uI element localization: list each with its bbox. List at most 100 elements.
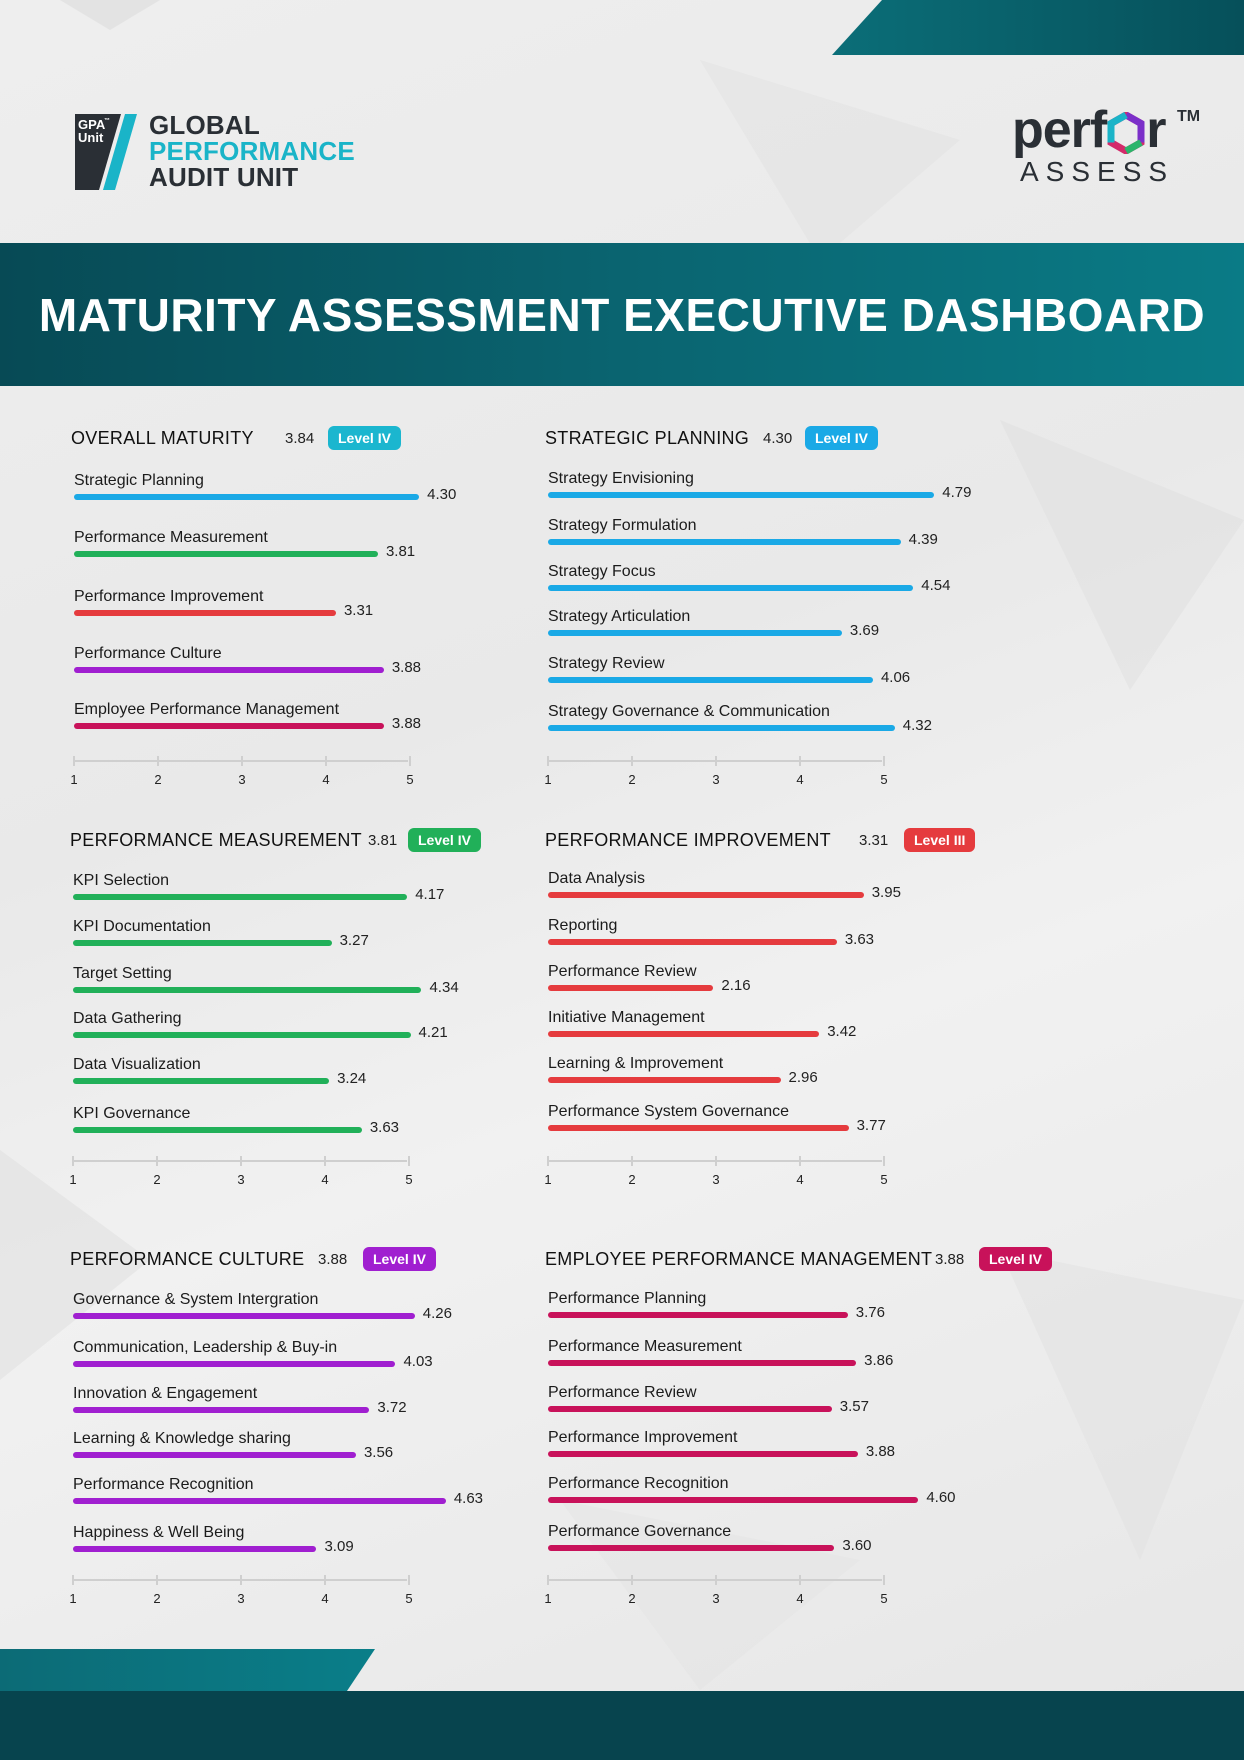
axis-tick-label: 4 — [796, 1591, 804, 1606]
bar-value: 4.06 — [880, 669, 911, 686]
bar — [548, 492, 935, 498]
bar — [73, 987, 422, 993]
bar-value: 4.26 — [422, 1305, 452, 1322]
bar — [73, 1407, 370, 1413]
top-accent-band — [832, 0, 1244, 55]
perfor-text-a: perf — [1012, 101, 1107, 159]
bar — [73, 1078, 330, 1084]
axis-tick — [883, 1575, 885, 1585]
axis-tick-label: 2 — [628, 1172, 636, 1187]
bar-label: Strategy Articulation — [548, 608, 691, 625]
axis-tick — [157, 756, 159, 766]
axis-tick-label: 4 — [321, 1591, 329, 1606]
bar-label: Performance Recognition — [548, 1475, 729, 1492]
bar-value: 4.21 — [418, 1024, 448, 1041]
gpa-logo-line1: GLOBAL — [149, 110, 260, 140]
bar — [73, 1546, 317, 1552]
axis-tick — [156, 1156, 158, 1166]
axis-tick — [631, 756, 633, 766]
bar-value: 3.86 — [864, 1352, 894, 1369]
section-score: 3.84 — [285, 430, 315, 447]
bar-value: 3.24 — [337, 1070, 367, 1087]
bar-value: 3.69 — [849, 622, 880, 639]
axis-tick — [409, 756, 411, 766]
perfor-text-b: r — [1146, 101, 1166, 159]
section-title: PERFORMANCE MEASUREMENT — [70, 830, 362, 850]
gpa-logo: GPA ™ Unit GLOBAL PERFORMANCE AUDIT UNIT — [75, 112, 355, 192]
bar-label: Strategy Governance & Communication — [548, 703, 830, 720]
bar-value: 3.09 — [324, 1538, 354, 1555]
chart-performance-improvement: PERFORMANCE IMPROVEMENT 3.31 Level III Data… — [544, 828, 1005, 1210]
bar-label: Strategy Review — [548, 655, 665, 672]
axis-tick — [241, 756, 243, 766]
axis-tick — [715, 756, 717, 766]
title-banner: MATURITY ASSESSMENT EXECUTIVE DASHBOARD — [0, 243, 1244, 386]
axis-tick-label: 1 — [69, 1172, 77, 1187]
bar — [548, 892, 864, 898]
axis-tick — [72, 1575, 74, 1585]
bar-value: 3.27 — [339, 932, 369, 949]
bar-value: 3.88 — [865, 1443, 896, 1460]
bar-value: 3.88 — [391, 715, 422, 732]
axis-tick-label: 3 — [237, 1172, 245, 1187]
bar — [73, 894, 408, 900]
bar-label: Performance Measurement — [74, 529, 268, 546]
axis-tick-label: 3 — [238, 772, 246, 787]
bar — [74, 723, 384, 729]
bar — [548, 1545, 835, 1551]
axis-tick — [715, 1575, 717, 1585]
section-score: 3.88 — [935, 1251, 965, 1268]
axis-tick-label: 1 — [69, 1591, 77, 1606]
bar-value: 4.30 — [427, 486, 457, 503]
chart-strategic-planning: STRATEGIC PLANNING 4.30 Level IV Strategy E… — [544, 426, 1005, 808]
bottom-accent-band — [0, 1649, 375, 1691]
bar — [548, 985, 714, 991]
bar — [548, 539, 901, 545]
axis-tick-label: 4 — [321, 1172, 329, 1187]
trademark: TM — [1177, 108, 1201, 125]
axis-tick — [715, 1156, 717, 1166]
bar-label: Performance Review — [548, 1384, 697, 1401]
axis-tick — [408, 1575, 410, 1585]
axis-tick — [240, 1575, 242, 1585]
gpa-logo-line3: AUDIT UNIT — [149, 162, 299, 192]
axis-tick — [547, 756, 549, 766]
bar — [548, 1077, 781, 1083]
bar-label: Strategy Envisioning — [548, 470, 694, 487]
bar-value: 3.88 — [391, 659, 422, 676]
bar-label: Performance Recognition — [73, 1476, 254, 1493]
section-score: 4.30 — [763, 430, 793, 447]
bar-value: 2.96 — [788, 1069, 818, 1086]
bar — [74, 610, 336, 616]
bar — [548, 677, 873, 683]
bar-label: KPI Selection — [73, 872, 170, 889]
bar — [548, 1360, 857, 1366]
axis-tick-label: 5 — [405, 1172, 413, 1187]
bar — [548, 1125, 849, 1131]
chart-performance-measurement: PERFORMANCE MEASUREMENT 3.81 Level IV KPI S… — [69, 828, 530, 1210]
axis-tick — [883, 1156, 885, 1166]
bar — [73, 1032, 411, 1038]
axis-tick-label: 1 — [544, 1591, 552, 1606]
bar — [548, 939, 837, 945]
bar-label: Strategy Focus — [548, 563, 656, 580]
section-title: PERFORMANCE IMPROVEMENT — [545, 830, 831, 850]
axis-tick-label: 1 — [544, 772, 552, 787]
bar — [73, 1498, 446, 1504]
bar-value: 3.56 — [363, 1444, 394, 1461]
bar — [74, 494, 420, 500]
bar-label: Learning & Improvement — [548, 1055, 724, 1072]
bar — [73, 940, 332, 946]
bar — [73, 1452, 356, 1458]
bar-value: 4.39 — [908, 531, 938, 548]
chart-overall-maturity: OVERALL MATURITY 3.84 Level IV Strategic Pl… — [70, 426, 531, 808]
bar-value: 3.60 — [842, 1537, 872, 1554]
bar-label: Employee Performance Management — [74, 701, 340, 718]
section-title: STRATEGIC PLANNING — [545, 428, 750, 448]
level-badge: Level IV — [805, 426, 878, 450]
bar — [548, 725, 895, 731]
bar-value: 4.03 — [403, 1353, 433, 1370]
bar-value: 2.16 — [721, 977, 751, 994]
bar — [73, 1127, 362, 1133]
bar — [73, 1361, 396, 1367]
